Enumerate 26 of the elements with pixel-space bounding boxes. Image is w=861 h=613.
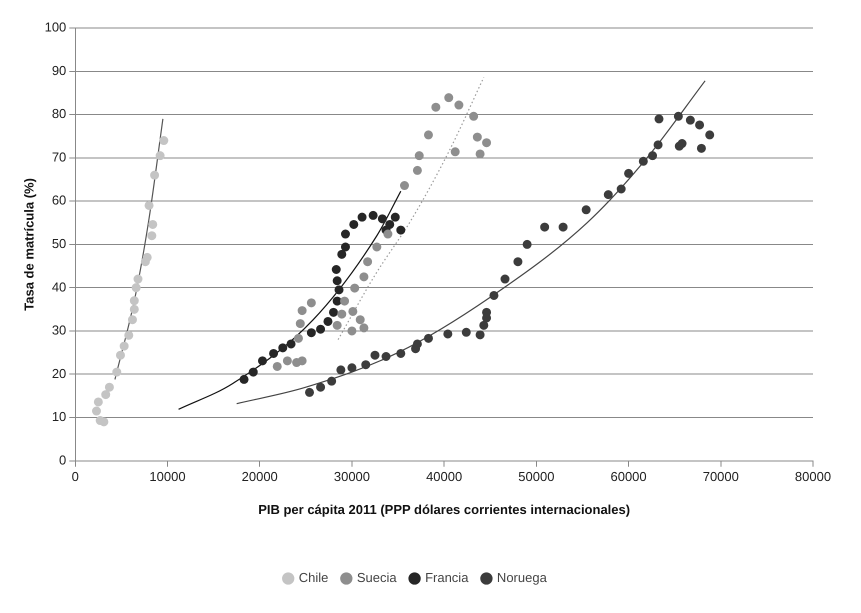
x-tick-label: 10000 <box>149 469 186 484</box>
y-axis-title: Tasa de matrícula (%) <box>21 178 36 311</box>
y-tick-label: 20 <box>52 366 66 381</box>
legend-label: Noruega <box>496 570 548 586</box>
y-tick-label: 60 <box>52 192 66 208</box>
x-tick-label: 80000 <box>794 469 832 484</box>
y-tick-label: 80 <box>52 106 66 122</box>
y-tick-label: 30 <box>52 322 66 338</box>
y-tick-label: 40 <box>52 279 66 294</box>
x-tick-label: 60000 <box>610 469 647 484</box>
y-tick-label: 0 <box>59 452 66 468</box>
y-tick-label: 100 <box>44 20 66 35</box>
x-tick-label: 30000 <box>334 469 370 484</box>
y-tick-label: 10 <box>52 409 66 424</box>
x-tick-label: 0 <box>72 469 79 484</box>
x-axis-title: PIB per cápita 2011 (PPP dólares corrientes internacionales) <box>258 502 630 517</box>
x-tick-label: 50000 <box>518 469 554 484</box>
legend-label: Francia <box>425 570 470 586</box>
x-tick-label: 70000 <box>702 469 739 484</box>
legend-label: Suecia <box>356 570 398 586</box>
y-tick-label: 90 <box>52 62 66 78</box>
y-tick-label: 70 <box>52 149 66 164</box>
x-tick-label: 40000 <box>426 469 462 484</box>
y-tick-label: 50 <box>52 236 66 251</box>
legend-label: Chile <box>298 570 328 586</box>
x-tick-label: 20000 <box>242 469 278 484</box>
